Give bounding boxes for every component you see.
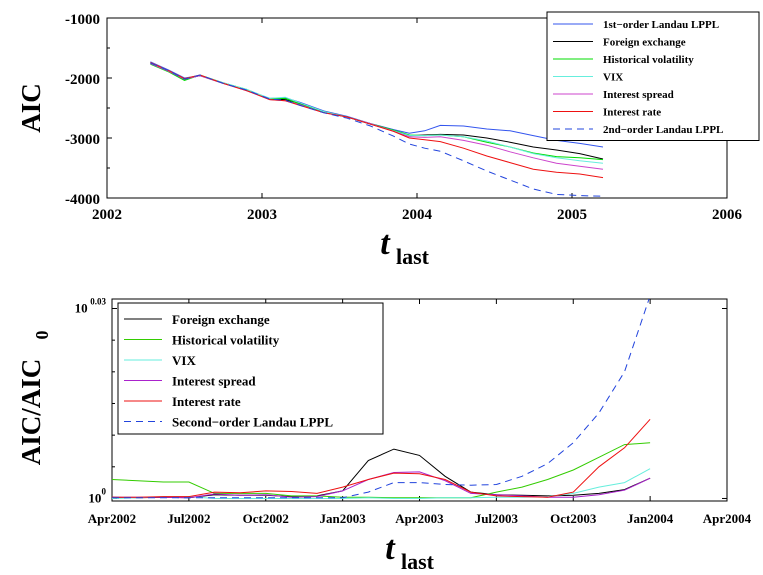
aic-ytick-label-4000: -4000 — [65, 192, 100, 208]
aic-ytick-label-2000: -2000 — [65, 72, 100, 88]
aic-legend-label-vix: VIX — [603, 72, 623, 84]
ratio-xtick-label-apr2003: Apr2003 — [395, 511, 444, 526]
aic-series-2nd-order-landau-lppl — [150, 62, 604, 197]
ratio-legend-label-interest-spread: Interest spread — [172, 374, 256, 389]
ratio-ytick-exponent-0: 0 — [102, 486, 107, 496]
ratio-legend-label-vix: VIX — [172, 353, 196, 368]
ratio-xtick-label-jan2003: Jan2003 — [320, 511, 367, 526]
ratio-legend-box — [117, 302, 384, 435]
aic-chart: 2002 2003 2004 2005 2006 -1000 -2000 -3000 -4000… — [16, 11, 760, 269]
aic-legend-label-interest-rate: Interest rate — [603, 107, 661, 119]
ratio-xtick-label-apr2004: Apr2004 — [703, 511, 752, 526]
ratio-legend-label-second-order-landau-lppl: Second−order Landau LPPL — [172, 415, 333, 430]
aic-xlabel-subscript: last — [396, 244, 430, 269]
ratio-ylabel-subscript: 0 — [32, 331, 52, 340]
aic-xtick-label-2003: 2003 — [247, 207, 277, 223]
aic-legend-label-interest-spread: Interest spread — [603, 89, 674, 101]
aic-series-interest-rate — [150, 61, 604, 179]
ratio-series-interest-rate — [112, 418, 651, 498]
ratio-xtick-label-oct2002: Oct2002 — [243, 511, 289, 526]
ratio-ytick-base-0: 10 — [88, 490, 101, 505]
aic-ytick-label-1000: -1000 — [65, 12, 100, 28]
aic-legend-label-1st-order-landau-lppl: 1st−order Landau LPPL — [603, 19, 719, 31]
ratio-legend-label-foreign-exchange: Foreign exchange — [172, 312, 270, 327]
aic-legend-label-historical-volatility: Historical volatility — [603, 54, 694, 66]
ratio-xtick-label-apr2002: Apr2002 — [88, 511, 136, 526]
ratio-legend-label-historical-volatility: Historical volatility — [172, 333, 280, 348]
ratio-xtick-label-oct2003: Oct2003 — [550, 511, 597, 526]
aic-ylabel: AIC — [16, 83, 46, 133]
ratio-ytick-base-0-03: 10 — [75, 300, 88, 315]
aic-xtick-label-2004: 2004 — [402, 207, 433, 223]
ratio-ytick-exponent-0-03: 0.03 — [90, 296, 106, 306]
ratio-ylabel: AIC/AIC — [16, 359, 46, 466]
ratio-series-second-order-landau-lppl — [112, 299, 650, 499]
aic-xlabel: t — [380, 225, 391, 262]
ratio-xlabel: t — [385, 530, 396, 567]
aic-xtick-label-2005: 2005 — [557, 207, 587, 223]
aic-ytick-label-3000: -3000 — [65, 132, 100, 148]
aic-ratio-chart: Apr2002 Jul2002 Oct2002 Jan2003 Apr2003 Jul20… — [16, 296, 752, 574]
aic-series-group — [150, 61, 604, 197]
ratio-xtick-label-jan2004: Jan2004 — [627, 511, 674, 526]
ratio-xtick-label-jul2002: Jul2002 — [167, 511, 210, 526]
ratio-legend-label-interest-rate: Interest rate — [172, 394, 241, 409]
aic-xtick-label-2006: 2006 — [712, 207, 743, 223]
ratio-series-group — [112, 299, 651, 499]
aic-legend-label-2nd-order-landau-lppl: 2nd−order Landau LPPL — [603, 124, 723, 136]
aic-legend-label-foreign-exchange: Foreign exchange — [603, 37, 686, 49]
ratio-series-historical-volatility — [112, 442, 651, 499]
ratio-xlabel-subscript: last — [401, 549, 435, 574]
aic-xtick-label-2002: 2002 — [92, 207, 122, 223]
ratio-xtick-label-jul2003: Jul2003 — [475, 511, 519, 526]
